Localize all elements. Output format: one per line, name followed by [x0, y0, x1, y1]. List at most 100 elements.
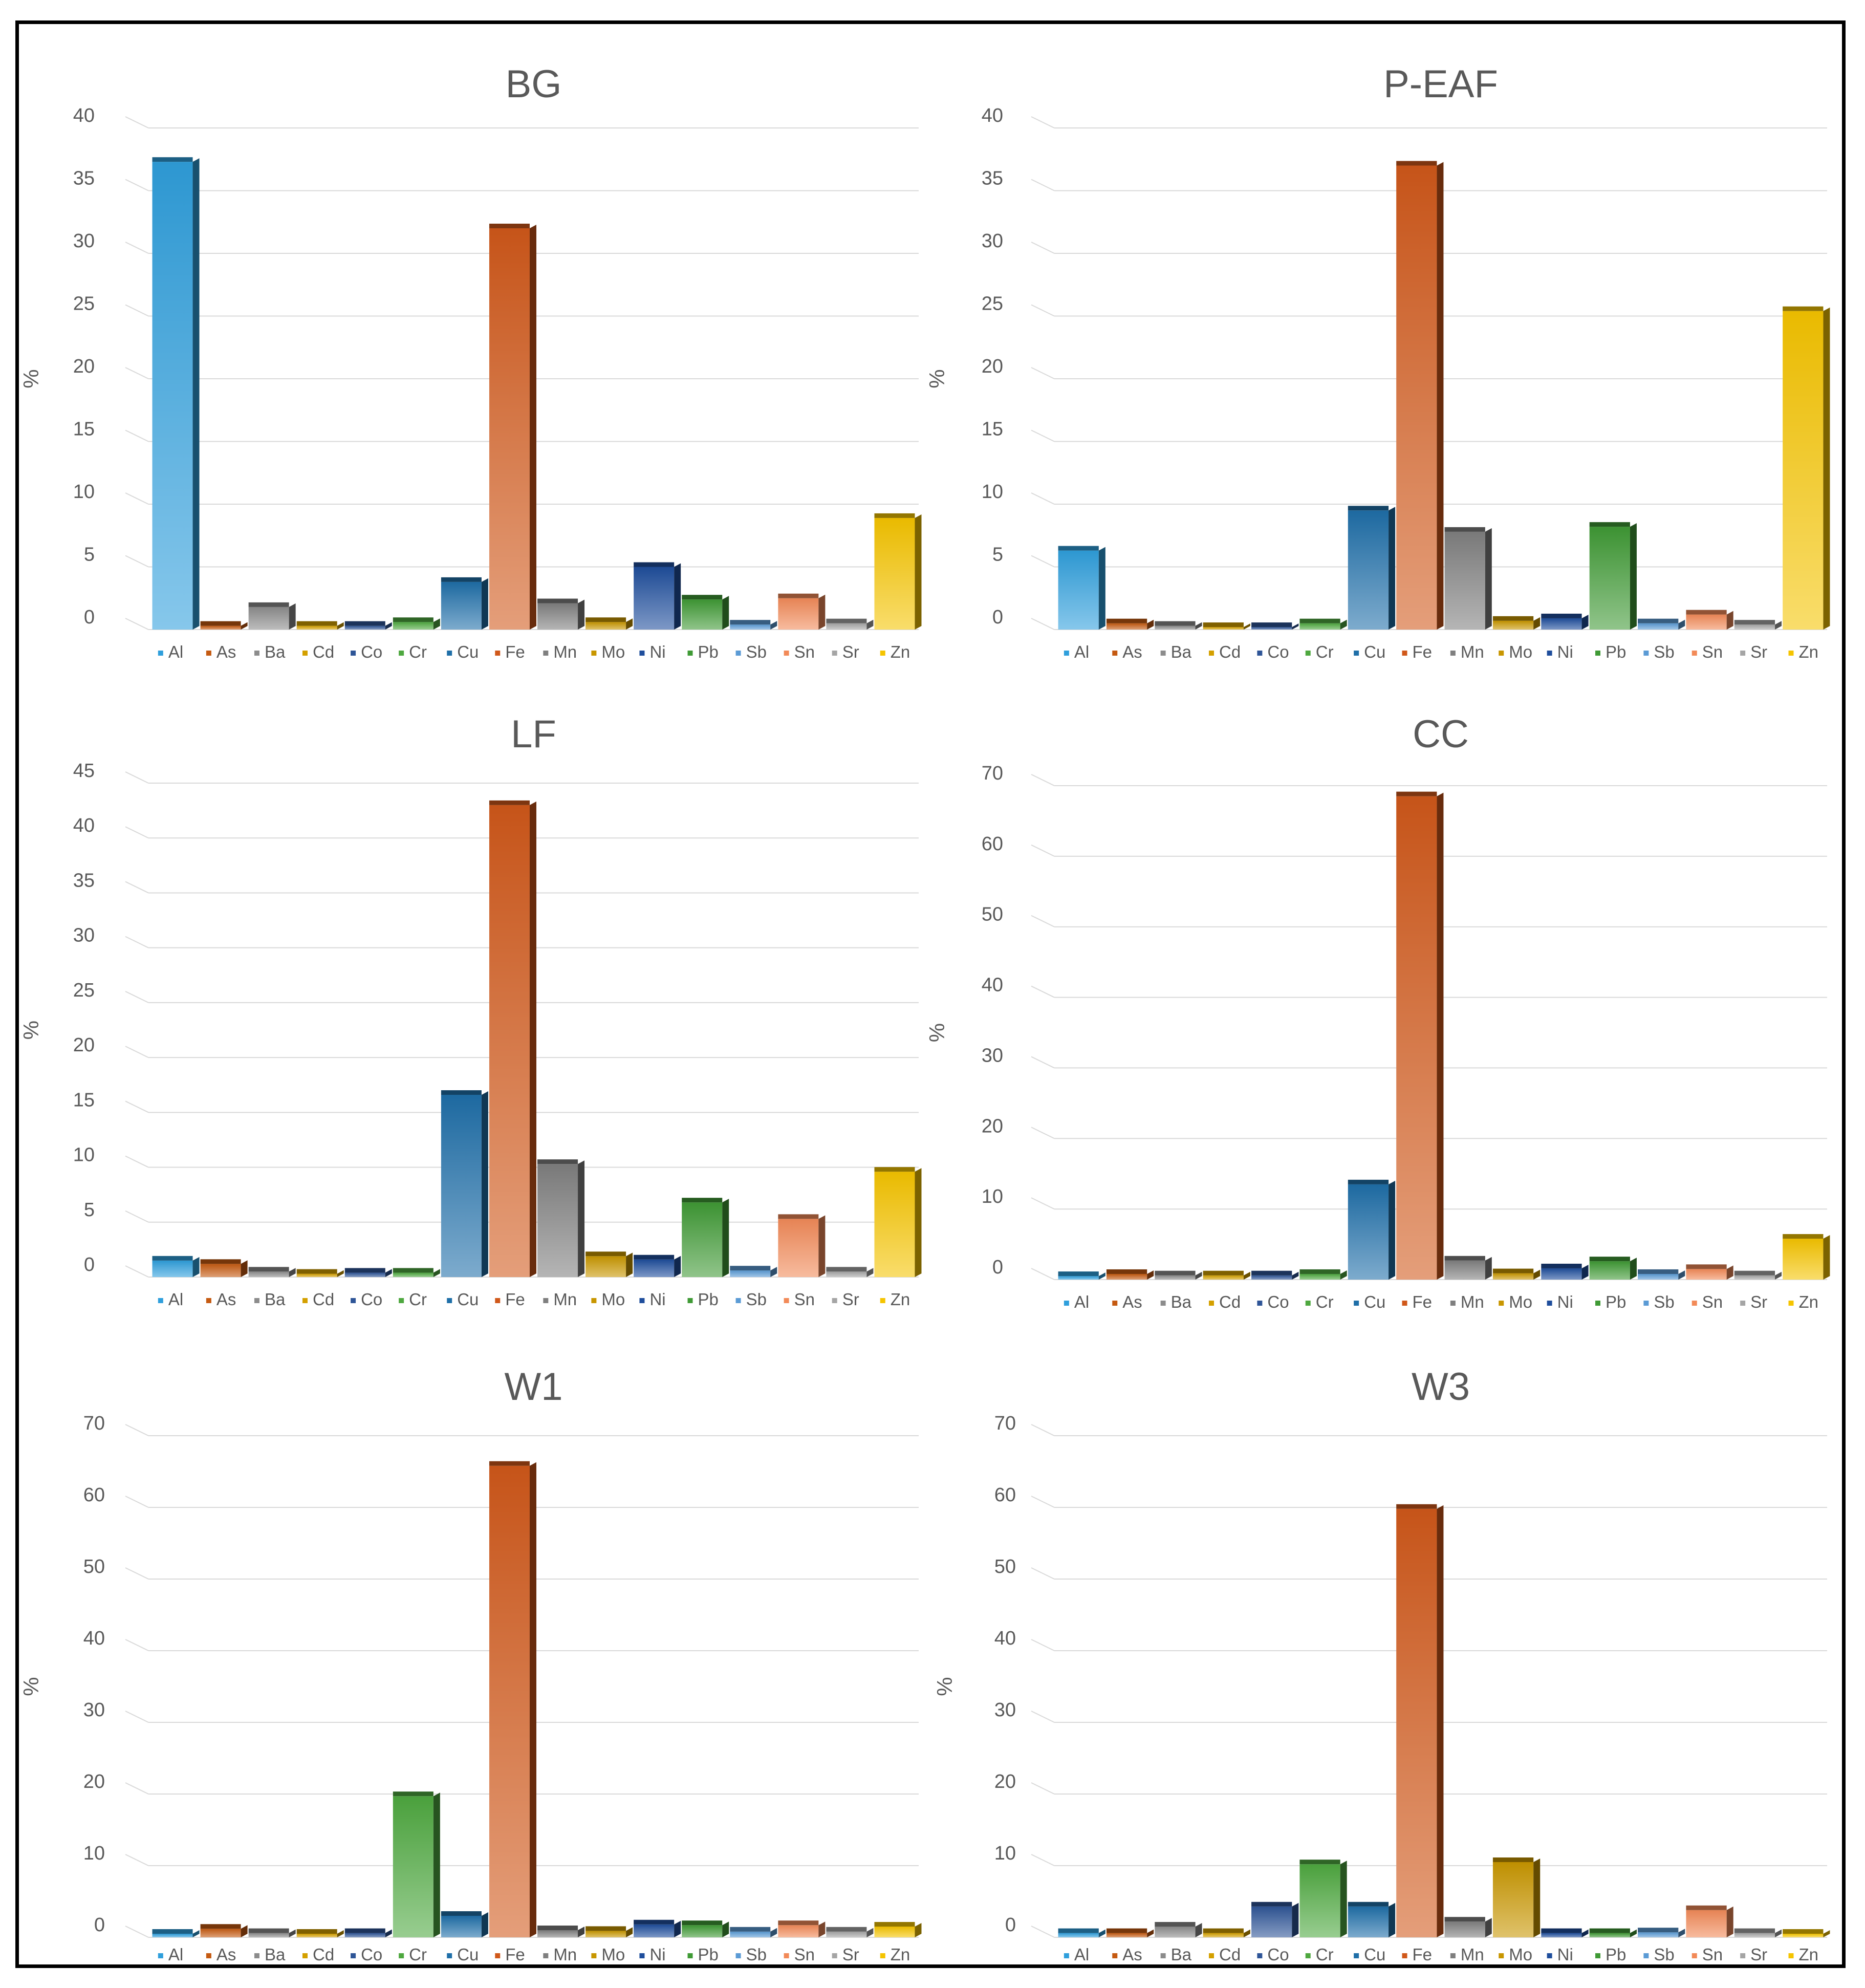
- bar-side-face: [1726, 1906, 1733, 1937]
- bar-side-face: [1726, 611, 1733, 630]
- legend-label: Fe: [505, 1945, 525, 1964]
- legend-item-cr: Cr: [1305, 1945, 1334, 1964]
- legend-item-ni: Ni: [1547, 642, 1573, 661]
- bar-top-face: [1541, 1928, 1582, 1933]
- y-tick-label: 25: [73, 293, 95, 315]
- bar-top-face: [1251, 1901, 1292, 1907]
- legend-swatch: [1547, 651, 1552, 656]
- y-tick-label: 40: [73, 815, 95, 836]
- y-axis-label: %: [19, 1677, 43, 1696]
- legend-item-cr: Cr: [1305, 1292, 1334, 1311]
- y-tick-label: 10: [994, 1843, 1016, 1864]
- bar-face: [1106, 1273, 1147, 1280]
- bar-top-face: [1058, 1271, 1099, 1277]
- bar-face: [1734, 1275, 1775, 1280]
- bar-top-face: [1106, 618, 1147, 623]
- legend-swatch: [302, 651, 308, 656]
- legend-label: Mo: [601, 642, 625, 661]
- bar-face: [441, 1095, 482, 1277]
- legend-swatch: [158, 1298, 163, 1303]
- bar-side-face: [481, 578, 488, 630]
- legend-label: Mn: [1461, 1292, 1484, 1311]
- legend-swatch: [1691, 1301, 1697, 1306]
- bar-face: [1783, 1934, 1824, 1937]
- legend-swatch: [1160, 651, 1166, 656]
- legend-label: Pb: [698, 1945, 719, 1964]
- legend-swatch: [735, 1953, 741, 1958]
- legend-item-sr: Sr: [832, 642, 859, 661]
- y-tick-label: 40: [73, 105, 95, 126]
- bar-fe: [489, 1461, 536, 1937]
- bar-side-face: [1485, 1918, 1492, 1937]
- bar-cr: [1299, 618, 1347, 630]
- bar-fe: [1396, 161, 1444, 630]
- legend-item-mo: Mo: [591, 1945, 625, 1964]
- bar-mo: [1492, 1857, 1541, 1937]
- gridline-perspective: [1031, 1782, 1055, 1795]
- legend-label: Cd: [1219, 1945, 1241, 1964]
- bar-sb: [730, 620, 777, 630]
- bar-face: [585, 1256, 626, 1277]
- legend-label: Zn: [1799, 1945, 1819, 1964]
- legend-label: As: [216, 1290, 236, 1309]
- bar-top-face: [152, 157, 193, 162]
- legend-item-ni: Ni: [1547, 1945, 1573, 1964]
- legend-item-as: As: [206, 642, 236, 661]
- bar-side-face: [385, 622, 392, 630]
- bar-face: [152, 1934, 193, 1937]
- legend-item-sr: Sr: [1740, 642, 1767, 661]
- y-tick-label: 10: [982, 1186, 1003, 1207]
- bar-top-face: [1348, 1901, 1389, 1907]
- y-tick-label: 20: [994, 1771, 1016, 1792]
- bar-cr: [1299, 1860, 1347, 1937]
- bar-face: [778, 1219, 819, 1277]
- legend-label: Fe: [1413, 642, 1433, 661]
- bar-side-face: [337, 1270, 344, 1277]
- bar-top-face: [296, 1269, 337, 1274]
- legend-item-pb: Pb: [1595, 642, 1626, 661]
- legend-label: Sr: [1750, 1945, 1767, 1964]
- y-tick-label: 45: [73, 760, 95, 782]
- bar-face: [1203, 1933, 1244, 1937]
- legend-item-co: Co: [1257, 1945, 1289, 1964]
- bar-side-face: [337, 1930, 344, 1937]
- bar-ni: [634, 1919, 681, 1937]
- figure-frame: [15, 20, 1846, 1968]
- bar-side-face: [770, 1928, 777, 1937]
- bar-side-face: [1195, 622, 1202, 630]
- bar-face: [585, 622, 626, 630]
- bar-face: [489, 805, 530, 1277]
- legend-swatch: [1402, 651, 1407, 656]
- legend-label: Pb: [1606, 1945, 1626, 1964]
- bar-top-face: [489, 800, 530, 805]
- gridline-perspective: [1031, 367, 1055, 379]
- bar-side-face: [1775, 1271, 1782, 1280]
- bar-sr: [826, 1267, 874, 1277]
- gridline-perspective: [125, 618, 149, 630]
- bar-side-face: [1243, 1929, 1250, 1937]
- bar-top-face: [1444, 1256, 1485, 1261]
- bar-side-face: [674, 1256, 681, 1277]
- legend-label: Sn: [794, 1945, 815, 1964]
- bar-pb: [1589, 1257, 1637, 1280]
- legend-item-mn: Mn: [543, 642, 577, 661]
- gridline-perspective: [125, 990, 149, 1003]
- legend-item-cd: Cd: [1209, 642, 1241, 661]
- bar-as: [200, 1259, 248, 1277]
- gridline-perspective: [125, 1210, 149, 1223]
- bar-top-face: [1686, 610, 1727, 615]
- legend-swatch: [495, 1953, 501, 1958]
- y-tick-label: 50: [994, 1556, 1016, 1578]
- gridline-perspective: [125, 116, 149, 128]
- bar-top-face: [1444, 527, 1485, 532]
- bar-face: [1106, 623, 1147, 630]
- bar-top-face: [1058, 1928, 1099, 1933]
- legend-item-co: Co: [351, 1945, 382, 1964]
- legend-swatch: [1691, 1953, 1697, 1958]
- legend-label: Co: [1267, 1945, 1289, 1964]
- bar-side-face: [241, 1925, 248, 1937]
- legend-item-cr: Cr: [399, 1290, 427, 1309]
- legend-swatch: [1354, 1301, 1359, 1306]
- bar-cd: [296, 621, 344, 630]
- bar-face: [634, 1259, 675, 1277]
